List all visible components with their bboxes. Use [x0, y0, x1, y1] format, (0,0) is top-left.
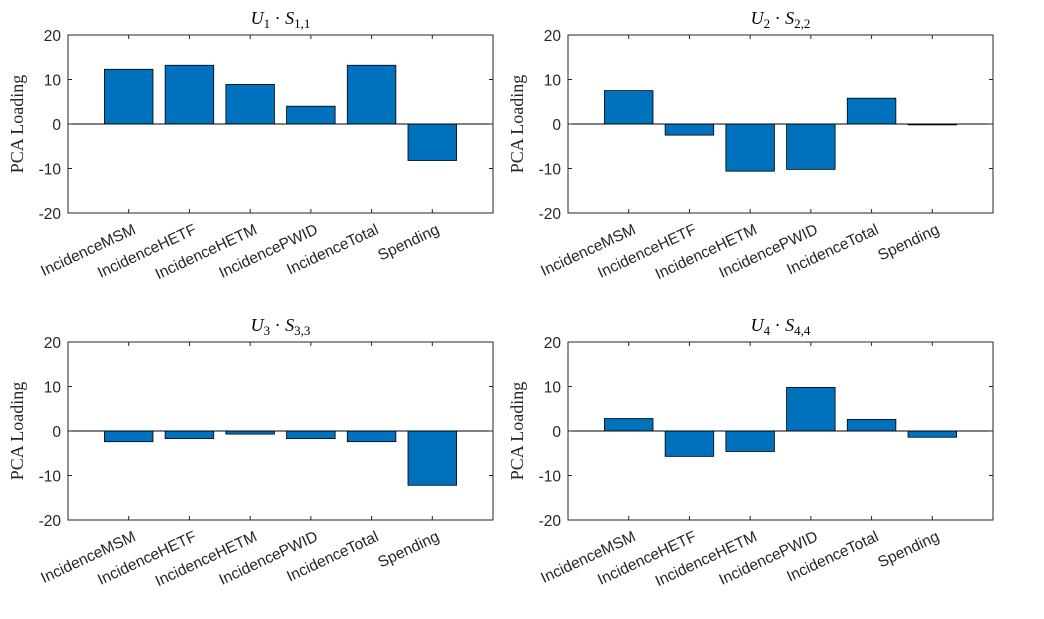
subplot-title: U2 · S2,2 — [751, 8, 811, 31]
bar-incidencemsm — [104, 430, 154, 443]
bar-incidencemsm — [604, 418, 654, 432]
subplot-title: U3 · S3,3 — [251, 315, 311, 338]
bar-incidencehetm — [725, 123, 775, 172]
bar-incidencemsm — [104, 68, 154, 125]
y-tick-label: -20 — [539, 206, 562, 223]
y-tick-label: 0 — [552, 117, 561, 134]
y-axis-label: PCA Loading — [7, 75, 27, 174]
y-tick-label: 20 — [544, 335, 562, 352]
y-tick-label: -20 — [39, 513, 62, 530]
y-tick-label: 20 — [44, 335, 62, 352]
x-tick-label-spending: Spending — [875, 528, 942, 571]
y-tick-label: -10 — [539, 469, 562, 486]
x-tick-label-spending: Spending — [375, 221, 442, 264]
bar-incidencehetf — [664, 430, 715, 457]
x-tick-label-spending: Spending — [375, 528, 442, 571]
y-tick-label: 20 — [544, 28, 562, 45]
x-tick-label-spending: Spending — [875, 221, 942, 264]
bar-incidencehetf — [664, 123, 715, 136]
bar-incidencehetf — [164, 430, 215, 439]
subplot-3: 20100-10-20IncidenceMSMIncidenceHETFInci… — [7, 315, 494, 590]
y-tick-label: 0 — [552, 424, 561, 441]
x-tick-label-incidencehetm: IncidenceHETM — [153, 221, 260, 283]
y-axis-label: PCA Loading — [507, 382, 527, 481]
subplot-4: 20100-10-20IncidenceMSMIncidenceHETFInci… — [507, 315, 994, 590]
y-tick-label: -10 — [39, 162, 62, 179]
y-axis-label: PCA Loading — [7, 382, 27, 481]
y-tick-label: 20 — [44, 28, 62, 45]
y-tick-label: -20 — [539, 513, 562, 530]
y-tick-label: 10 — [544, 73, 562, 90]
y-tick-label: -10 — [39, 469, 62, 486]
y-tick-label: -20 — [39, 206, 62, 223]
y-tick-label: 0 — [52, 424, 61, 441]
bar-incidencetotal — [846, 97, 897, 125]
bar-spending — [907, 430, 957, 438]
bar-incidencetotal — [346, 430, 397, 443]
x-tick-label-incidencehetm: IncidenceHETM — [653, 528, 760, 590]
bar-incidencehetm — [225, 83, 275, 125]
x-tick-label-incidencehetm: IncidenceHETM — [153, 528, 260, 590]
bar-incidencepwid — [286, 430, 336, 439]
y-tick-label: 0 — [52, 117, 61, 134]
y-tick-label: 10 — [44, 73, 62, 90]
y-axis-label: PCA Loading — [507, 75, 527, 174]
bar-incidencepwid — [286, 105, 336, 125]
bar-incidencehetf — [164, 64, 215, 125]
bar-incidencetotal — [346, 64, 397, 125]
y-tick-label: 10 — [44, 380, 62, 397]
x-tick-label-incidencehetm: IncidenceHETM — [653, 221, 760, 283]
subplot-title: U4 · S4,4 — [751, 315, 811, 338]
bar-incidencepwid — [786, 123, 836, 170]
bar-incidencehetm — [725, 430, 775, 452]
subplot-2: 20100-10-20IncidenceMSMIncidenceHETFInci… — [507, 8, 994, 283]
y-tick-label: 10 — [544, 380, 562, 397]
bar-spending — [407, 123, 457, 161]
subplot-1: 20100-10-20IncidenceMSMIncidenceHETFInci… — [7, 8, 494, 283]
bar-incidencepwid — [786, 386, 836, 432]
bar-incidencetotal — [846, 419, 897, 432]
bar-incidencemsm — [604, 90, 654, 125]
y-tick-label: -10 — [539, 162, 562, 179]
subplot-title: U1 · S1,1 — [251, 8, 311, 31]
bar-spending — [407, 430, 457, 486]
